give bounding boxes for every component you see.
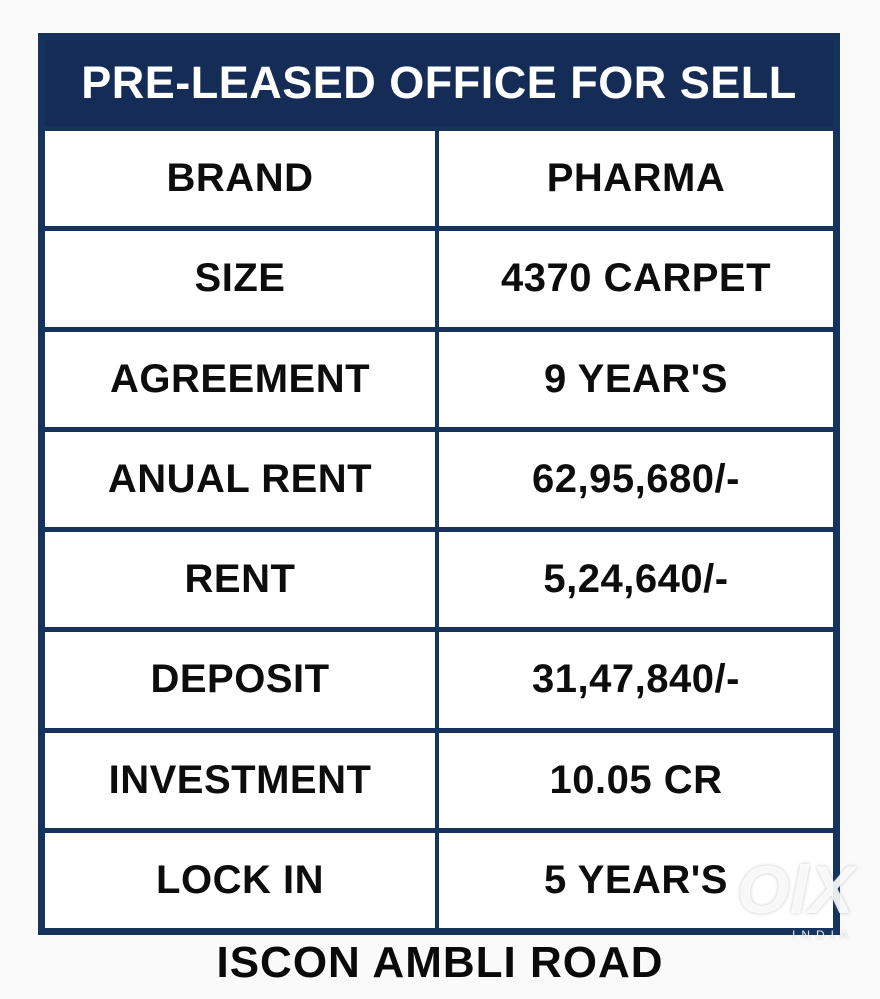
listing-title: PRE-LEASED OFFICE FOR SELL bbox=[45, 40, 833, 126]
table-row: AGREEMENT 9 YEAR'S bbox=[45, 326, 833, 427]
row-value-brand: PHARMA bbox=[546, 156, 726, 201]
row-value-investment: 10.05 CR bbox=[549, 757, 723, 802]
row-label-agreement: AGREEMENT bbox=[45, 331, 439, 427]
location-text: ISCON AMBLI ROAD bbox=[216, 938, 664, 987]
row-value-agreement: 9 YEAR'S bbox=[544, 356, 728, 401]
table-row: DEPOSIT 31,47,840/- bbox=[45, 627, 833, 728]
row-label-lock-in: LOCK IN bbox=[45, 832, 439, 928]
row-label-investment: INVESTMENT bbox=[45, 732, 439, 828]
row-label-brand: BRAND bbox=[45, 131, 439, 227]
row-value-lock-in: 5 YEAR'S bbox=[544, 857, 728, 902]
table-row: SIZE 4370 CARPET bbox=[45, 226, 833, 327]
table-row: RENT 5,24,640/- bbox=[45, 527, 833, 628]
row-value-deposit: 31,47,840/- bbox=[532, 657, 740, 702]
listing-table: PRE-LEASED OFFICE FOR SELL BRAND PHARMA … bbox=[38, 33, 840, 935]
row-value-size: 4370 CARPET bbox=[500, 256, 772, 301]
row-label-anual-rent: ANUAL RENT bbox=[45, 431, 439, 527]
table-row: BRAND PHARMA bbox=[45, 126, 833, 227]
row-label-rent: RENT bbox=[45, 532, 439, 628]
row-label-size: SIZE bbox=[45, 231, 439, 327]
row-label-deposit: DEPOSIT bbox=[45, 632, 439, 728]
table-row: INVESTMENT 10.05 CR bbox=[45, 727, 833, 828]
table-row: ANUAL RENT 62,95,680/- bbox=[45, 426, 833, 527]
table-row: LOCK IN 5 YEAR'S bbox=[45, 827, 833, 928]
row-value-anual-rent: 62,95,680/- bbox=[532, 456, 740, 501]
row-value-rent: 5,24,640/- bbox=[543, 557, 729, 602]
